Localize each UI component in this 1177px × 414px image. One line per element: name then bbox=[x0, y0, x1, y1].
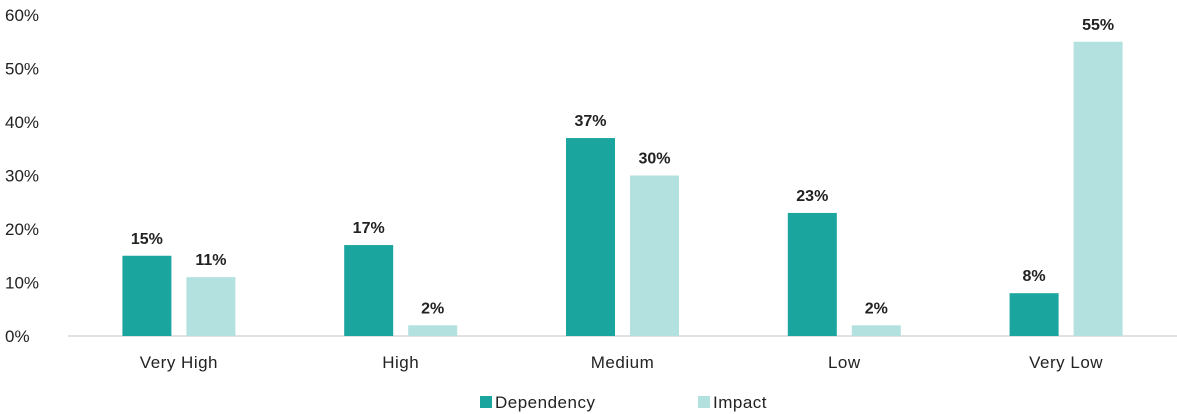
y-tick-label: 50% bbox=[5, 60, 39, 79]
legend: Dependency Impact bbox=[480, 393, 767, 412]
bar-impact-high bbox=[408, 325, 458, 336]
data-label: 11% bbox=[195, 252, 226, 269]
y-tick-label: 40% bbox=[5, 113, 39, 132]
data-label: 37% bbox=[574, 113, 606, 130]
data-label: 15% bbox=[131, 231, 163, 248]
legend-label-impact: Impact bbox=[713, 393, 767, 412]
bar-dependency-very-low bbox=[1009, 293, 1059, 336]
bar-impact-medium bbox=[630, 175, 679, 336]
bar-impact-low bbox=[851, 325, 901, 336]
bar-dependency-low bbox=[787, 212, 837, 336]
x-axis-categories: Very High High Medium Low Very Low bbox=[140, 353, 1103, 372]
legend-label-dependency: Dependency bbox=[495, 393, 595, 412]
y-tick-label: 30% bbox=[5, 167, 39, 186]
legend-swatch-dependency bbox=[480, 396, 492, 408]
data-label: 23% bbox=[796, 188, 828, 205]
legend-swatch-impact bbox=[698, 396, 710, 408]
y-tick-label: 10% bbox=[5, 274, 39, 293]
x-category-label: High bbox=[382, 353, 419, 372]
data-label: 30% bbox=[638, 151, 670, 168]
x-category-label: Medium bbox=[591, 353, 654, 372]
data-label: 17% bbox=[353, 220, 385, 237]
y-tick-label: 60% bbox=[5, 6, 39, 25]
bar-dependency-medium bbox=[566, 138, 615, 336]
data-label: 8% bbox=[1023, 268, 1046, 285]
data-label: 55% bbox=[1082, 17, 1114, 34]
bar-impact-very-low bbox=[1073, 41, 1123, 336]
y-tick-label: 20% bbox=[5, 220, 39, 239]
y-tick-label: 0% bbox=[5, 327, 30, 346]
bars: 15% 11% 17% 2% 37% 30% 23% 2% 8% 55% bbox=[122, 17, 1123, 336]
x-category-label: Very High bbox=[140, 353, 218, 372]
x-category-label: Very Low bbox=[1029, 353, 1103, 372]
y-axis-ticks: 0% 10% 20% 30% 40% 50% 60% bbox=[5, 6, 39, 346]
data-label: 2% bbox=[421, 300, 444, 317]
bar-dependency-high bbox=[344, 245, 394, 336]
bar-dependency-very-high bbox=[122, 255, 172, 336]
x-category-label: Low bbox=[828, 353, 861, 372]
data-label: 2% bbox=[865, 300, 888, 317]
bar-impact-very-high bbox=[186, 277, 236, 336]
